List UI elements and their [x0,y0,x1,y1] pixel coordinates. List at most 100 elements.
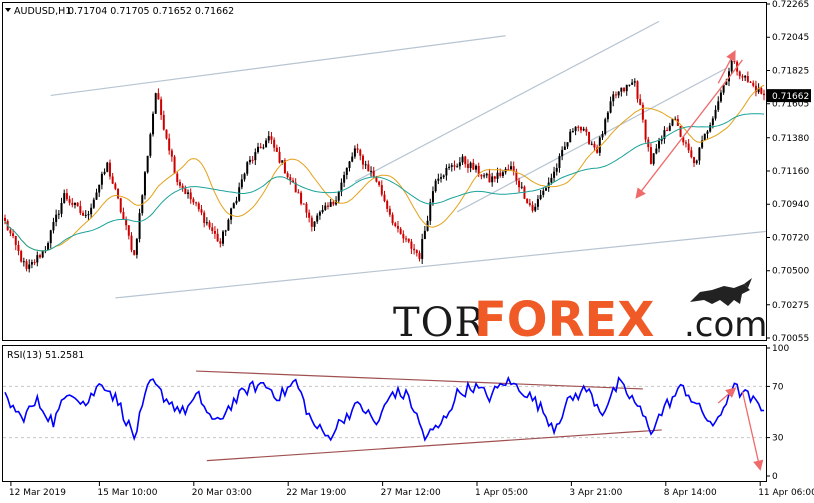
candle-body [763,93,765,96]
price-tick-label: 0.71605 [772,100,809,110]
candle-body [281,160,284,163]
candle-body [413,248,416,251]
candle [318,210,321,220]
candle-body [563,146,566,150]
candle-body [749,81,752,83]
candle-body [466,164,469,169]
candle [14,235,17,251]
candle [76,202,79,207]
candle-body [17,244,20,252]
candle-body [719,92,722,102]
candle [60,197,63,218]
candle [666,127,669,132]
candle-body [259,146,262,149]
rsi-channel-lower [206,429,662,462]
candle [117,188,120,200]
candle [698,147,701,165]
candle-body [300,192,303,204]
candle [265,138,268,148]
candle [660,135,663,145]
candle-body [582,128,585,131]
candle [604,117,607,136]
candle [450,162,453,172]
candle-body [232,203,235,209]
candle-body [714,109,717,119]
candle [760,87,763,95]
candle [243,172,246,182]
candle-body [588,131,591,144]
price-tick-label: 0.70500 [772,267,809,277]
candle [480,174,483,180]
candle [100,171,103,190]
time-tick-label: 11 Apr 06:00 [758,488,814,498]
candle [283,158,286,174]
candle [370,166,373,177]
candle-body [378,181,381,186]
candle [612,91,615,107]
candle [176,171,179,186]
candle [273,137,276,152]
candle-body [598,137,601,153]
candle-body [364,164,367,166]
rsi-line [4,375,765,442]
candle [36,251,39,267]
candle-body [356,148,359,150]
candle-body [512,166,515,172]
candle-body [119,198,122,213]
candle [520,182,523,190]
candle-body [738,71,741,77]
candle [367,160,370,172]
candle [316,213,319,224]
symbol-dropdown-icon[interactable] [5,8,11,12]
candle [361,154,364,170]
candle-body [165,129,168,139]
candle [345,167,348,180]
candle-body [725,81,728,85]
candle-body [55,214,58,223]
candle-body [195,202,198,204]
candle-body [87,214,90,216]
candle [668,122,671,132]
candle [746,71,749,83]
candle-body [149,134,152,156]
candle-body [501,172,504,176]
candle [453,160,456,171]
candle [364,160,367,170]
candle [343,171,346,188]
candle [25,259,28,272]
candle [130,232,133,253]
candle-body [399,228,402,234]
candle-body [469,162,472,169]
candle [30,259,33,269]
candle-body [609,101,612,113]
candle [205,217,208,226]
candle [28,259,31,273]
candle [165,129,168,140]
rsi-plot-frame [2,345,767,482]
candle [103,168,106,176]
candle [22,257,25,267]
candle-body [20,251,23,262]
candle-body [103,171,106,174]
candle-body [170,150,173,157]
candle-body [135,238,138,255]
candle-body [82,212,85,216]
candle [192,197,195,205]
candle [246,161,249,176]
candle [326,202,329,210]
candle [574,126,577,136]
candle-body [421,239,424,259]
candle-body [606,112,609,120]
candle-body [100,173,103,185]
candle-body [162,114,165,130]
price-tick-label: 0.71825 [772,66,809,76]
candle [749,80,752,84]
candle-body [456,166,459,168]
candle-body [542,190,545,195]
candle-body [127,225,130,236]
price-tick-label: 0.71380 [772,134,809,144]
candle [399,226,402,235]
candle [55,209,58,227]
candle [410,238,413,255]
candle-body [265,140,268,148]
